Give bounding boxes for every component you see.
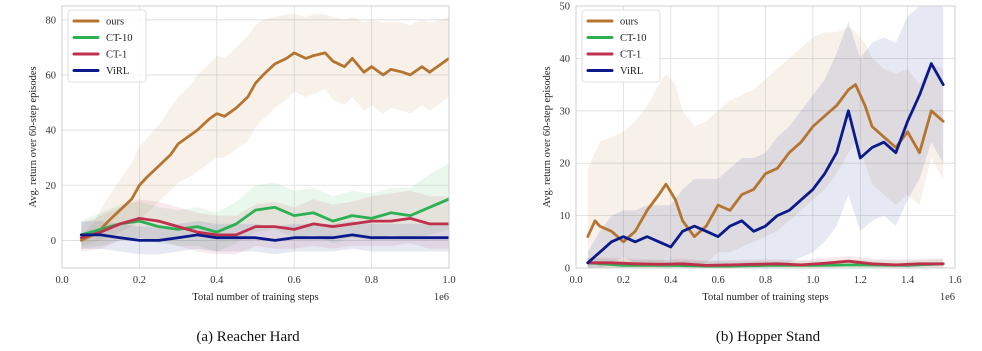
x-tick-label: 1.0 bbox=[442, 275, 455, 286]
series-group bbox=[79, 14, 449, 255]
y-tick-label: 0 bbox=[51, 236, 56, 247]
x-tick-label: 0.2 bbox=[133, 275, 146, 286]
x-tick-label: 0.6 bbox=[712, 275, 725, 286]
series-band-ours bbox=[81, 14, 449, 246]
chart-hopper-stand: 0.0 0.2 0.4 0.6 0.8 1.0 1.2 1.4 1.6 0 10 20 30 40 50 To… bbox=[542, 2, 962, 346]
plot-frame bbox=[575, 5, 956, 269]
x-tick-label: 0.8 bbox=[365, 275, 378, 286]
legend-box bbox=[67, 9, 147, 83]
chart-reacher-hard: 0.0 0.2 0.4 0.6 0.8 1.0 0 20 40 60 80 Total number … bbox=[28, 5, 456, 345]
subfigure-caption: (a) Reacher Hard bbox=[196, 329, 300, 345]
y-tick-label: 50 bbox=[560, 2, 571, 13]
x-axis-label: Total number of training steps bbox=[192, 292, 318, 303]
x-tick-label: 0.4 bbox=[210, 275, 224, 286]
subfigure-caption: (b) Hopper Stand bbox=[716, 329, 821, 345]
legend-label-ct-1: CT-1 bbox=[106, 50, 127, 61]
x-tick-label: 1.0 bbox=[806, 275, 819, 286]
series-line-ct-10 bbox=[79, 197, 449, 237]
y-tick-label: 80 bbox=[46, 15, 57, 26]
series-group bbox=[586, 6, 945, 268]
x-tick-label: 0.8 bbox=[759, 275, 772, 286]
series-line-ours bbox=[586, 83, 945, 244]
x-tick-label: 0.0 bbox=[55, 275, 68, 286]
legend-label-ct-10: CT-10 bbox=[620, 33, 646, 44]
x-tick-label: 0.0 bbox=[569, 275, 582, 286]
legend-label-virl: ViRL bbox=[106, 66, 129, 77]
x-tick-label: 0.2 bbox=[617, 275, 630, 286]
x-axis-label: Total number of training steps bbox=[702, 292, 828, 303]
legend-label-ct-10: CT-10 bbox=[106, 33, 132, 44]
series-line-virl bbox=[79, 233, 449, 242]
series-line-ours bbox=[79, 51, 449, 242]
y-tick-label: 10 bbox=[560, 211, 571, 222]
plot-frame bbox=[61, 5, 450, 269]
y-tick-label: 30 bbox=[560, 106, 571, 117]
series-line-ct-1 bbox=[79, 216, 449, 240]
legend-label-ours: ours bbox=[620, 17, 638, 28]
x-tick-label: 1.2 bbox=[854, 275, 867, 286]
legend-box bbox=[581, 9, 661, 83]
y-tick-label: 0 bbox=[565, 264, 570, 275]
series-line-ct-1 bbox=[586, 259, 945, 267]
legend-label-ours: ours bbox=[106, 17, 124, 28]
y-tick-label: 20 bbox=[560, 159, 571, 170]
x-multiplier-label: 1e6 bbox=[434, 292, 449, 303]
series-line-virl bbox=[586, 62, 945, 265]
y-tick-label: 40 bbox=[46, 126, 57, 137]
x-tick-label: 0.6 bbox=[288, 275, 301, 286]
legend-label-virl: ViRL bbox=[620, 66, 643, 77]
x-tick-label: 1.4 bbox=[901, 275, 915, 286]
x-tick-label: 1.6 bbox=[948, 275, 961, 286]
series-band-ours bbox=[587, 27, 944, 268]
y-tick-label: 20 bbox=[46, 181, 57, 192]
x-multiplier-label: 1e6 bbox=[940, 292, 955, 303]
y-axis-label: Avg. return over 60-step episodes bbox=[28, 66, 39, 207]
legend-label-ct-1: CT-1 bbox=[620, 50, 641, 61]
y-tick-label: 40 bbox=[560, 54, 571, 65]
x-tick-label: 0.4 bbox=[664, 275, 678, 286]
y-tick-label: 60 bbox=[46, 70, 57, 81]
y-axis-label: Avg. return over 60-step episodes bbox=[542, 66, 553, 207]
